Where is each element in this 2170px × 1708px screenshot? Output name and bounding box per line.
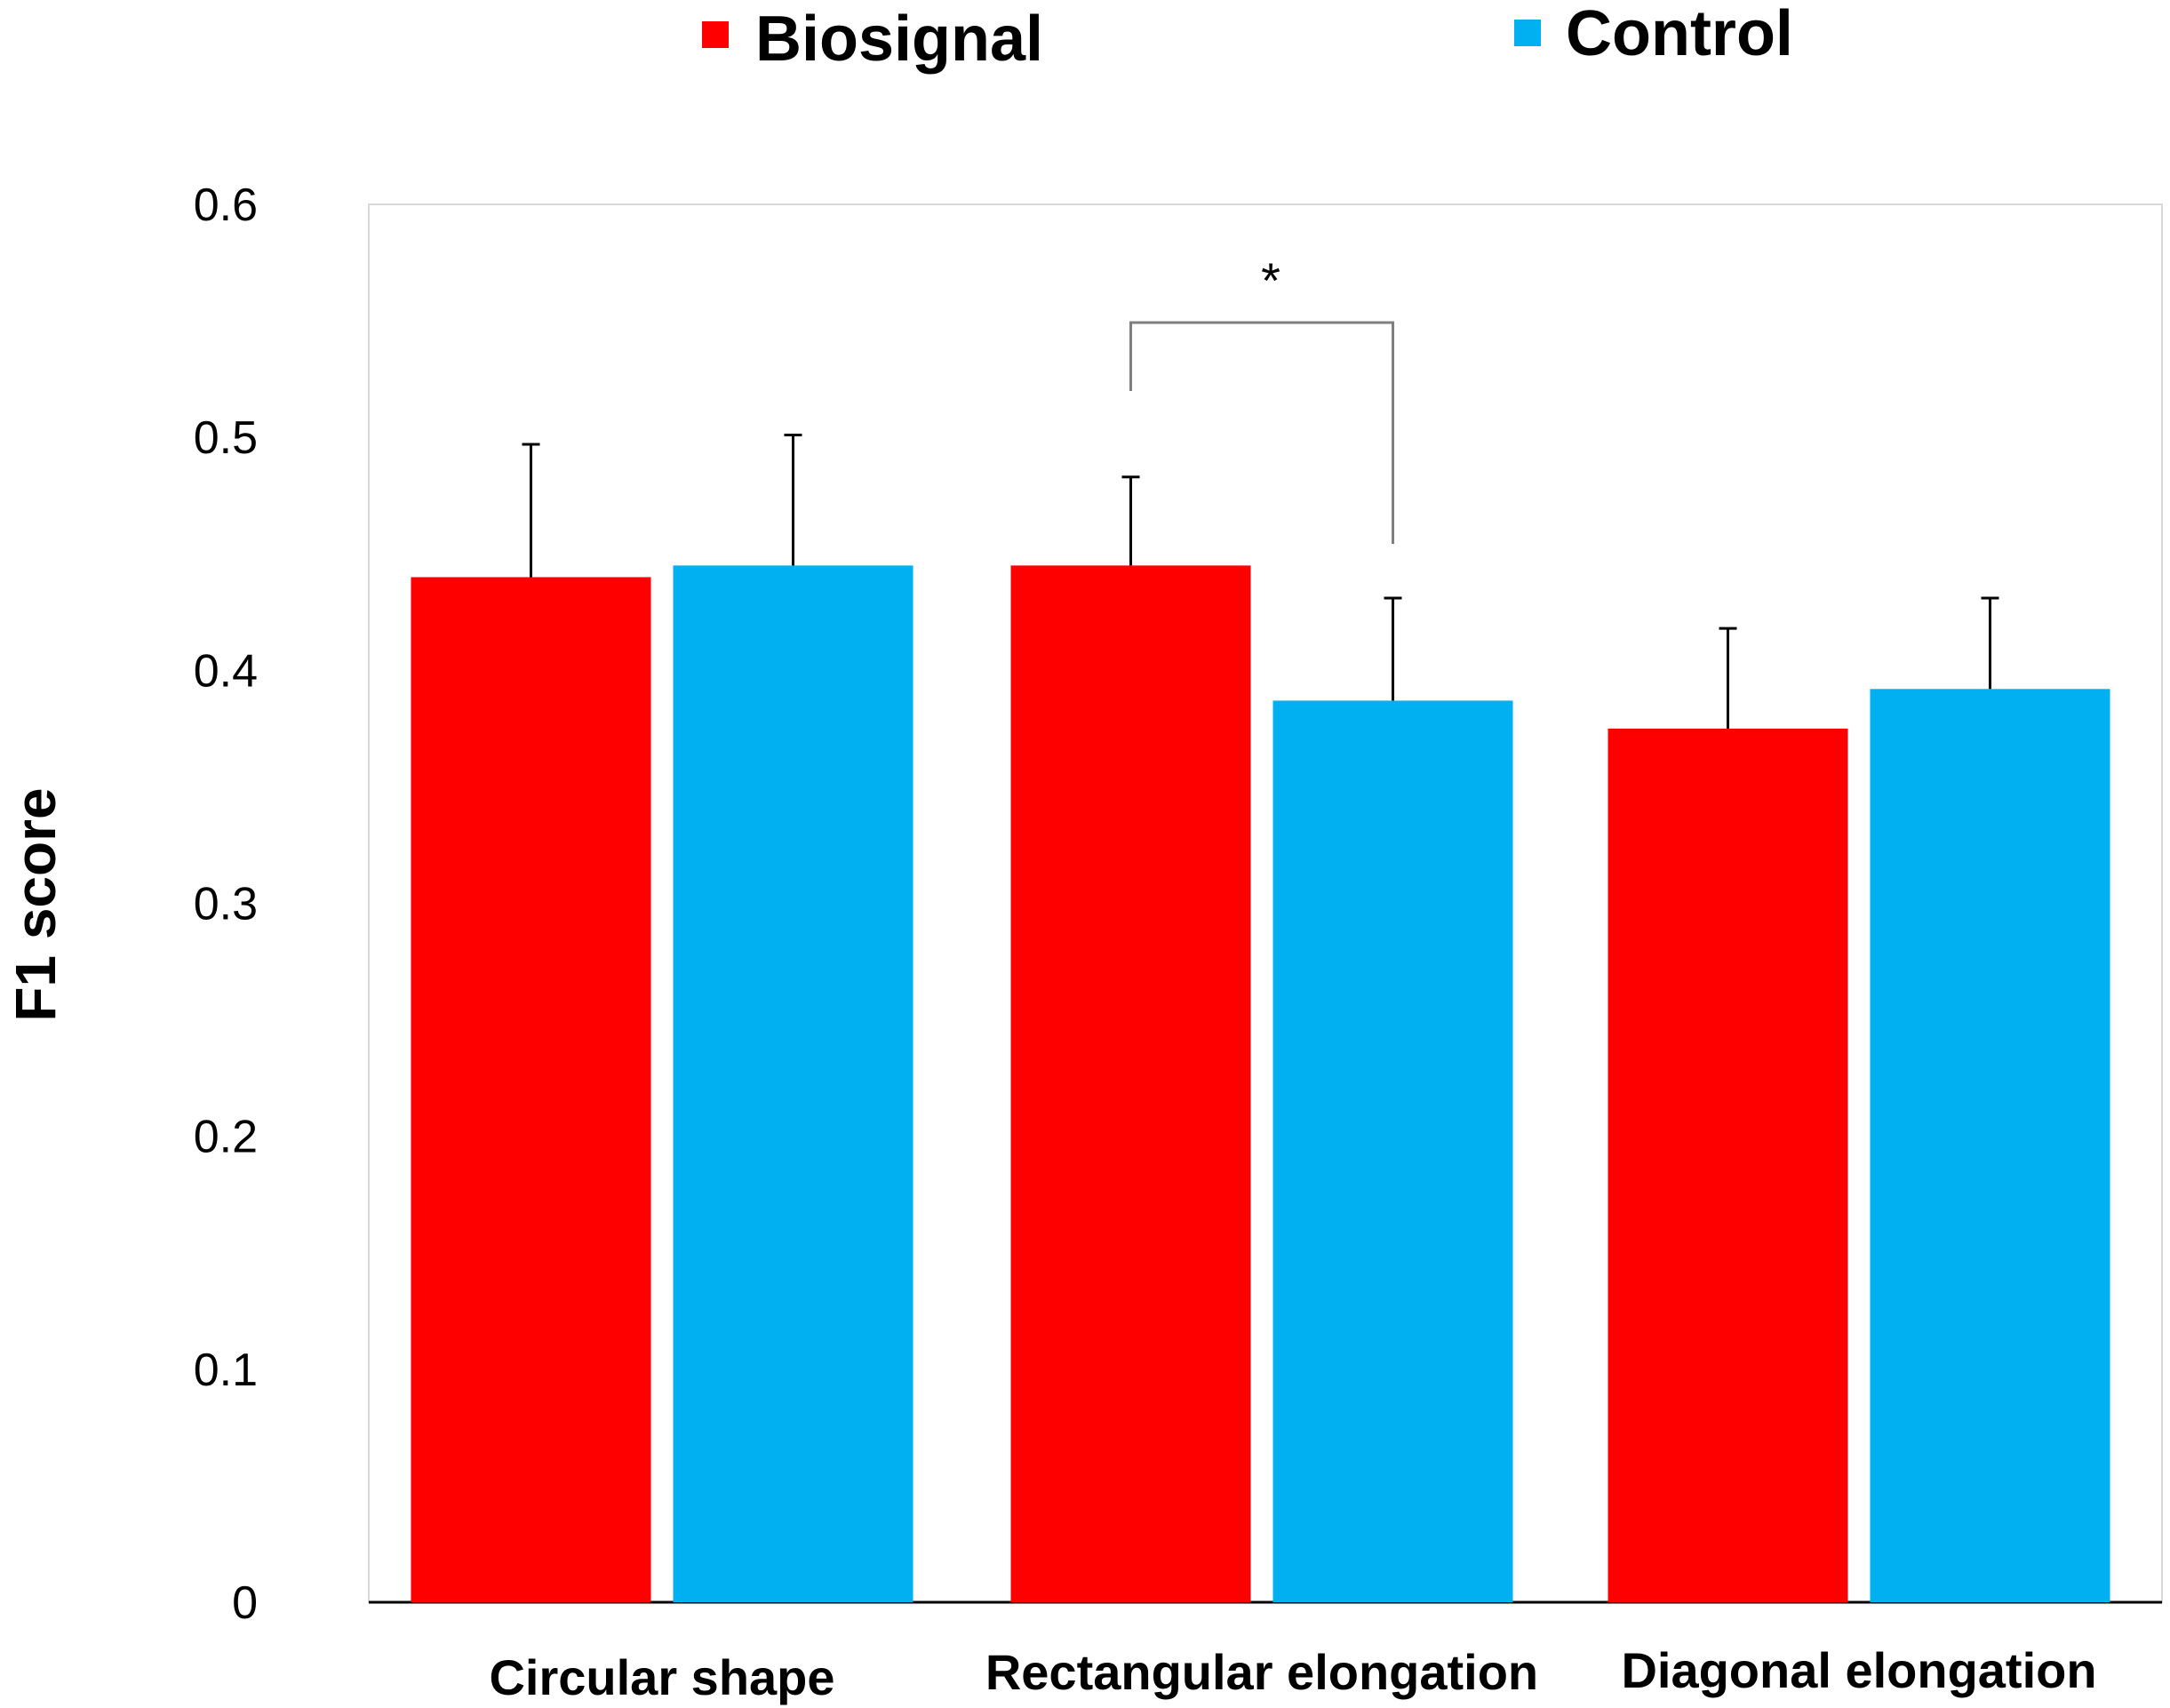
significance-annotation: *	[1129, 252, 1394, 544]
bar-biosignal-3	[1608, 728, 1848, 1602]
y-tick-label: 0	[232, 1577, 258, 1629]
bar-biosignal-1	[411, 577, 651, 1602]
y-axis-label: F1 score	[4, 787, 68, 1021]
y-tick-label: 0.3	[194, 879, 258, 930]
legend-swatch-control	[1514, 20, 1541, 46]
x-category-label: Diagonal elongation	[1621, 1642, 2096, 1698]
bar-control-1	[673, 565, 913, 1602]
bar-biosignal-2	[1010, 565, 1251, 1602]
x-category-label: Circular shape	[489, 1649, 834, 1705]
bars	[411, 565, 2110, 1602]
category-labels: Circular shape Rectangular elongation Diag…	[489, 1642, 2096, 1705]
error-bars	[522, 434, 1999, 729]
y-tick-label: 0.4	[194, 645, 258, 697]
legend-label-biosignal: Biosignal	[755, 4, 1043, 75]
legend: Biosignal Control	[702, 0, 1793, 75]
y-tick-label: 0.1	[194, 1345, 258, 1396]
legend-label-control: Control	[1566, 0, 1793, 69]
y-tick-label: 0.2	[194, 1112, 258, 1163]
x-category-label: Rectangular elongation	[985, 1644, 1538, 1700]
legend-swatch-biosignal	[702, 21, 729, 48]
y-tick-label: 0.5	[194, 412, 258, 464]
y-tick-label: 0.6	[194, 180, 258, 231]
significance-bracket	[1129, 321, 1394, 544]
y-tick-labels: 0 0.1 0.2 0.3 0.4 0.5 0.6	[194, 180, 258, 1629]
significance-marker: *	[1261, 252, 1280, 308]
bar-control-2	[1272, 700, 1513, 1602]
bar-control-3	[1870, 689, 2110, 1602]
